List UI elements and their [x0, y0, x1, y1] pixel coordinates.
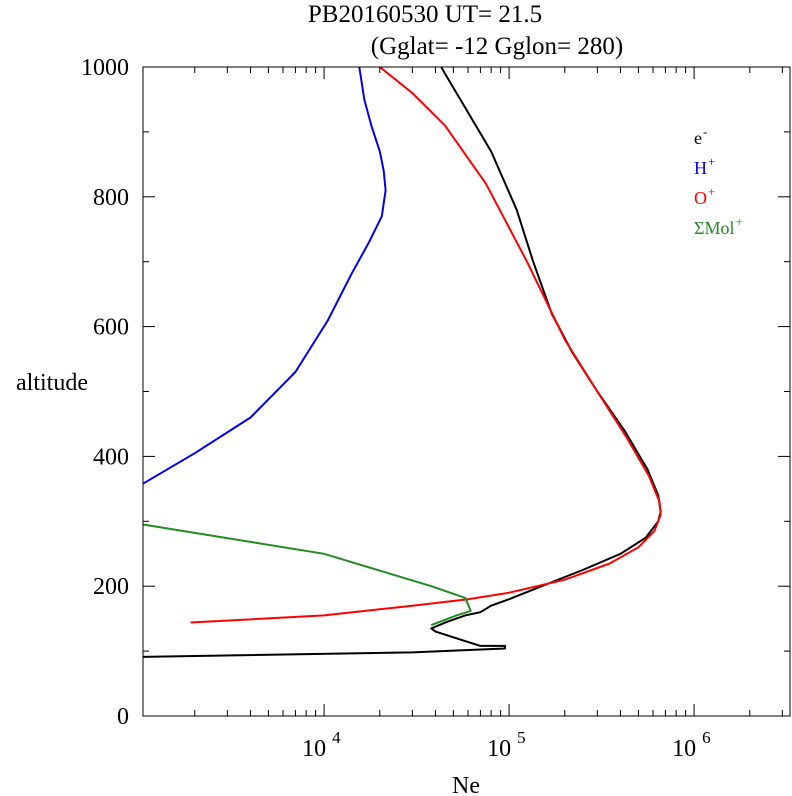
x-tick-label-exponent: 5	[517, 728, 526, 747]
series-line-2	[190, 66, 662, 624]
plot-frame	[142, 66, 791, 717]
chart-title: PB20160530 UT= 21.5	[308, 1, 542, 28]
legend-entry-sup-1: +	[708, 154, 715, 169]
series-line-3	[142, 523, 472, 627]
legend-entry-3: ΣMol	[694, 218, 734, 238]
y-axis-label: altitude	[16, 370, 88, 396]
chart-subtitle: (Gglat= -12 Gglon= 280)	[371, 33, 623, 60]
series-line-1	[142, 66, 387, 485]
legend-entry-1: H	[694, 158, 707, 178]
y-tick-label: 0	[117, 704, 129, 730]
x-tick-label-exponent: 4	[332, 728, 341, 747]
legend-entry-sup-2: +	[708, 184, 715, 199]
x-axis-label: Ne	[452, 773, 480, 796]
legend-entry-sup-3: +	[735, 214, 742, 229]
legend-entry-0: e	[694, 128, 702, 148]
x-tick-label: 10	[302, 736, 326, 762]
x-tick-label: 10	[487, 736, 511, 762]
y-tick-label: 1000	[81, 55, 129, 81]
y-tick-label: 600	[93, 315, 129, 341]
legend-entry-2: O	[694, 188, 707, 208]
legend-entry-sup-0: -	[703, 124, 707, 139]
y-tick-label: 800	[93, 185, 129, 211]
x-tick-label-exponent: 6	[702, 728, 711, 747]
series-line-0	[142, 66, 662, 658]
y-tick-label: 200	[93, 574, 129, 600]
x-tick-label: 10	[672, 736, 696, 762]
y-tick-label: 400	[93, 444, 129, 470]
